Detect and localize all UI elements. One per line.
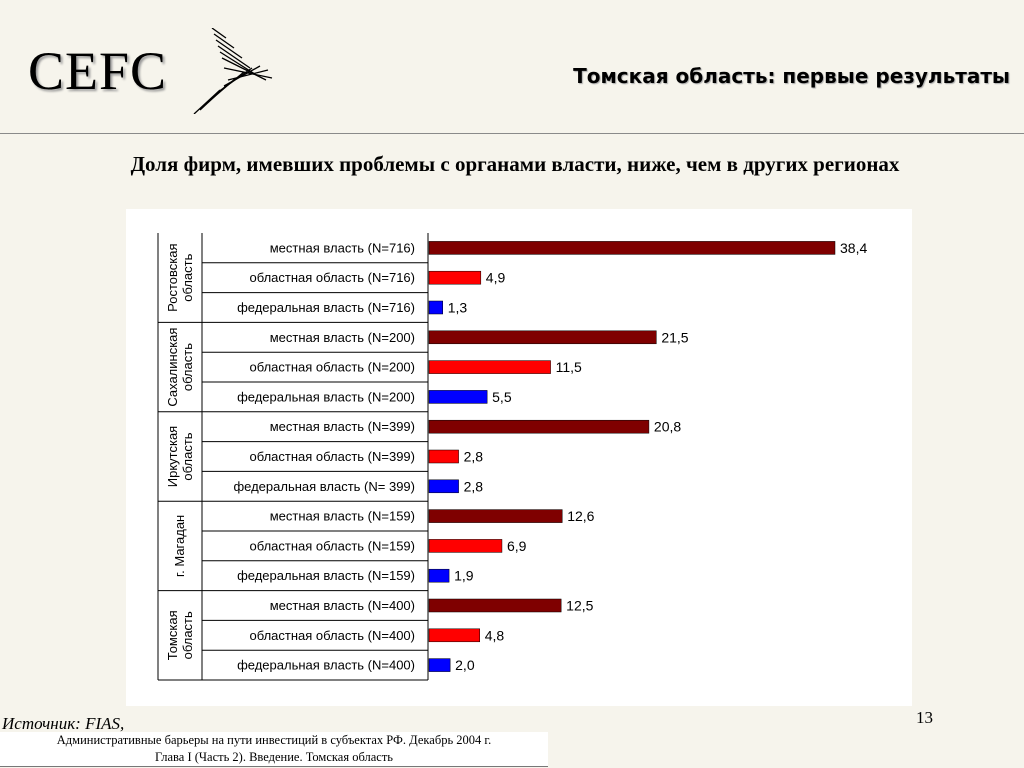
page-number: 13 — [916, 708, 933, 727]
value-label: 20,8 — [654, 419, 681, 435]
bar — [428, 598, 562, 613]
value-label: 1,3 — [448, 300, 468, 316]
value-label: 2,8 — [464, 478, 484, 494]
bar — [428, 300, 443, 315]
bar — [428, 419, 650, 434]
category-label: федеральная власть (N= 399) — [233, 479, 415, 494]
source-note: Административные барьеры на пути инвести… — [0, 732, 548, 767]
category-label: федеральная власть (N=716) — [237, 300, 415, 315]
category-label: областная область (N=200) — [250, 360, 416, 375]
logo-text: CEFC — [28, 41, 168, 101]
category-label: федеральная власть (N=159) — [237, 568, 415, 583]
value-label: 21,5 — [661, 329, 688, 345]
group-label: Томскаяобласть — [165, 610, 195, 660]
source-label: Источник: FIAS, — [2, 714, 125, 733]
bar — [428, 270, 482, 285]
value-label: 11,5 — [556, 359, 582, 375]
category-label: местная власть (N=399) — [270, 419, 415, 434]
value-label: 38,4 — [840, 240, 867, 256]
category-label: областная область (N=400) — [250, 628, 416, 643]
bar — [428, 360, 551, 374]
category-label: местная власть (N=400) — [270, 598, 415, 613]
slide-title: Томская область: первые результаты — [573, 64, 1010, 88]
chart-panel: Ростовскаяобласть местная власть (N=716) 3… — [126, 209, 912, 706]
value-label: 5,5 — [492, 389, 512, 405]
bar — [428, 479, 459, 494]
bar — [428, 658, 451, 672]
group-label: Иркутскаяобласть — [165, 426, 195, 487]
value-label: 4,9 — [486, 270, 506, 286]
category-label: местная власть (N=716) — [270, 240, 415, 255]
bar — [428, 241, 836, 255]
category-label: областная область (N=159) — [250, 538, 416, 553]
chart-subtitle: Доля фирм, имевших проблемы с органами в… — [130, 152, 900, 176]
value-label: 2,8 — [464, 449, 484, 465]
value-label: 1,9 — [454, 568, 474, 584]
bar — [428, 330, 657, 345]
source-note-line1: Административные барьеры на пути инвести… — [56, 733, 492, 747]
bar — [428, 568, 450, 583]
category-label: областная область (N=399) — [250, 449, 416, 464]
category-label: местная власть (N=200) — [270, 330, 415, 345]
source-note-line2: Глава I (Часть 2). Введение. Томская обл… — [154, 750, 393, 764]
cefc-logo: CEFC — [22, 28, 282, 118]
value-label: 12,6 — [567, 508, 594, 524]
logo-stripes-icon — [193, 28, 273, 114]
category-label: областная область (N=716) — [250, 270, 416, 285]
value-label: 6,9 — [507, 538, 527, 554]
value-label: 12,5 — [566, 598, 593, 614]
group-label: Сахалинскаяобласть — [165, 328, 195, 407]
category-label: федеральная власть (N=200) — [237, 389, 415, 404]
bar — [428, 449, 459, 464]
group-label: Ростовскаяобласть — [165, 244, 195, 312]
header-divider — [0, 133, 1024, 134]
bar — [428, 628, 480, 643]
bar — [428, 539, 503, 553]
group-label: г. Магадан — [172, 515, 187, 577]
value-label: 4,8 — [485, 627, 505, 643]
value-label: 2,0 — [455, 657, 475, 673]
bar — [428, 390, 488, 404]
category-label: местная власть (N=159) — [270, 509, 415, 524]
bar-chart: Ростовскаяобласть местная власть (N=716) 3… — [157, 233, 867, 681]
bar — [428, 509, 563, 523]
category-label: федеральная власть (N=400) — [237, 658, 415, 673]
